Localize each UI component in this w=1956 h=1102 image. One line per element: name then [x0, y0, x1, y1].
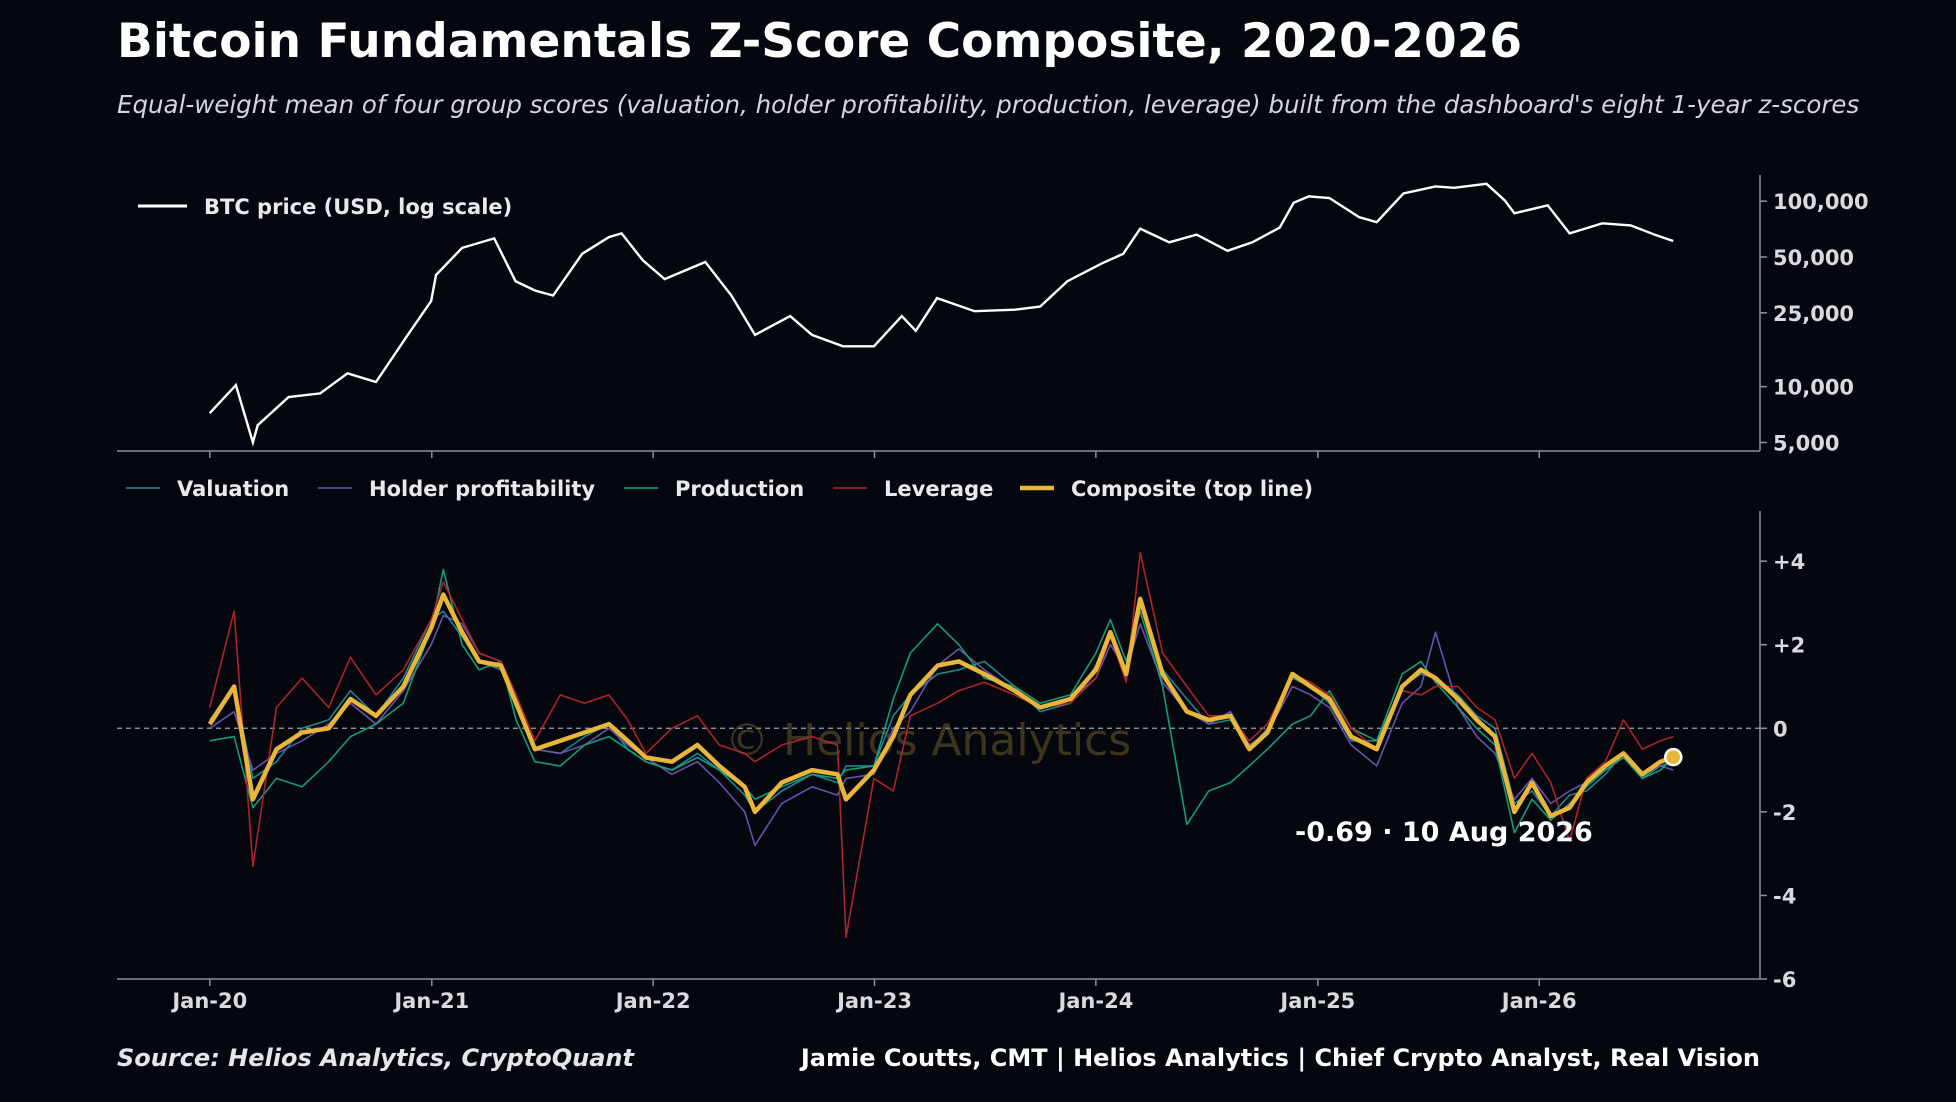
legend-label-composite: Composite (top line): [1071, 477, 1313, 501]
zscore-y-tick-label: -6: [1773, 968, 1796, 992]
series-line-leverage: [209, 552, 1674, 938]
composite-annotation: -0.69 · 10 Aug 2026: [1295, 817, 1593, 848]
zscore-x-tick-label: Jan-25: [1278, 989, 1355, 1013]
series-line-composite: [207, 592, 1675, 819]
zscore-y-tick-label: -4: [1773, 884, 1796, 908]
price-legend: BTC price (USD, log scale): [138, 195, 512, 219]
zscore-panel: © Helios Analytics -6-4-20+2+4 Jan-20 Jan…: [117, 477, 1805, 1013]
price-y-tick-label: 25,000: [1773, 302, 1854, 326]
zscore-x-tick-label: Jan-24: [1056, 989, 1133, 1013]
price-y-tick-label: 100,000: [1773, 190, 1869, 214]
zscore-legend: Valuation Holder profitability Production L…: [126, 477, 1313, 501]
zscore-x-tick-label: Jan-22: [614, 989, 691, 1013]
source-note: Source: Helios Analytics, CryptoQuant: [117, 1044, 634, 1072]
zscore-x-tick-label: Jan-26: [1500, 989, 1577, 1013]
zscore-y-tick-label: +2: [1773, 634, 1805, 658]
chart-title: Bitcoin Fundamentals Z-Score Composite, …: [117, 14, 1523, 69]
zscore-y-tick-label: 0: [1773, 717, 1788, 741]
zscore-y-tick-label: +4: [1773, 550, 1805, 574]
price-y-tick-label: 50,000: [1773, 246, 1854, 270]
composite-last-point: [1664, 747, 1683, 767]
watermark: © Helios Analytics: [725, 715, 1131, 766]
zscore-y-tick-label: -2: [1773, 801, 1796, 825]
price-x-ticks: [209, 451, 1540, 458]
chart-subtitle: Equal-weight mean of four group scores (…: [117, 90, 1860, 119]
zscore-y-ticks: -6 -4 -2 0 +2 +4: [1760, 550, 1805, 992]
legend-label-production: Production: [675, 477, 804, 501]
legend-label-valuation: Valuation: [177, 477, 289, 501]
zscore-x-tick-label: Jan-20: [170, 989, 247, 1013]
series-line-holder-profitability: [209, 614, 1674, 847]
legend-label-leverage: Leverage: [884, 477, 993, 501]
price-y-tick-label: 10,000: [1773, 376, 1854, 400]
zscore-x-tick-label: Jan-23: [835, 989, 912, 1013]
price-panel: 5,000 10,000 25,000 50,000 100,000 BTC price…: [117, 175, 1869, 458]
series-line-production: [209, 568, 1674, 834]
legend-label-holder-profitability: Holder profitability: [369, 477, 595, 501]
btc-price-line: [208, 182, 1674, 447]
attribution: Jamie Coutts, CMT | Helios Analytics | C…: [800, 1044, 1760, 1072]
price-y-ticks: 5,000 10,000 25,000 50,000 100,000: [1760, 190, 1869, 456]
zscore-x-ticks: Jan-20 Jan-21 Jan-22 Jan-23 Jan-24 Jan-25 Jan-…: [170, 979, 1577, 1013]
zscore-series: [207, 552, 1675, 938]
price-y-tick-label: 5,000: [1773, 432, 1839, 456]
zscore-x-tick-label: Jan-21: [392, 989, 469, 1013]
price-legend-label: BTC price (USD, log scale): [204, 195, 512, 219]
